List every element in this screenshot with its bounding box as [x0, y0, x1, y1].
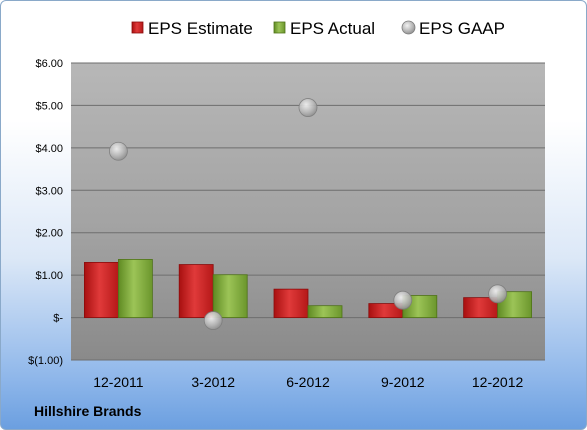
point-eps-gaap: [298, 98, 318, 117]
gaap-points: [109, 98, 508, 330]
point-eps-gaap: [203, 311, 223, 330]
legend: EPS Estimate EPS Actual EPS GAAP: [131, 19, 505, 38]
point-eps-gaap: [109, 141, 128, 161]
y-tick-label: $1.00: [35, 270, 63, 282]
y-tick-label: $6.00: [35, 58, 63, 70]
y-tick-label: $3.00: [35, 185, 63, 197]
point-eps-gaap: [393, 290, 413, 310]
legend-swatch: [273, 21, 286, 34]
bar-eps-estimate: [178, 264, 214, 318]
x-category-label: 12-2011: [93, 374, 144, 390]
legend-label: EPS Actual: [290, 19, 375, 38]
y-tick-label: $(1.00): [28, 355, 63, 367]
bar-eps-actual: [212, 274, 248, 318]
bar-eps-actual: [307, 305, 343, 318]
y-axis-ticks: $(1.00) $- $1.00 $2.00 $3.00 $4.00 $5.00 $6.00: [28, 58, 63, 367]
x-category-label: 6-2012: [286, 374, 330, 390]
legend-label: EPS GAAP: [419, 19, 505, 38]
y-tick-label: $-: [53, 313, 63, 325]
x-category-label: 12-2012: [472, 374, 524, 390]
company-label: Hillshire Brands: [34, 403, 142, 419]
bar-eps-estimate: [273, 288, 309, 318]
x-category-label: 9-2012: [381, 374, 425, 390]
legend-swatch: [131, 21, 144, 34]
point-eps-gaap: [488, 284, 508, 304]
x-category-label: 3-2012: [191, 374, 235, 390]
y-tick-label: $2.00: [35, 228, 63, 240]
bar-eps-estimate: [84, 262, 119, 318]
bar-eps-actual: [118, 259, 153, 318]
x-axis-categories: 12-2011 3-2012 6-2012 9-2012 12-2012: [93, 374, 523, 390]
y-tick-label: $4.00: [35, 143, 63, 155]
legend-label: EPS Estimate: [148, 19, 253, 38]
legend-swatch: [401, 20, 416, 35]
y-tick-label: $5.00: [35, 100, 63, 112]
